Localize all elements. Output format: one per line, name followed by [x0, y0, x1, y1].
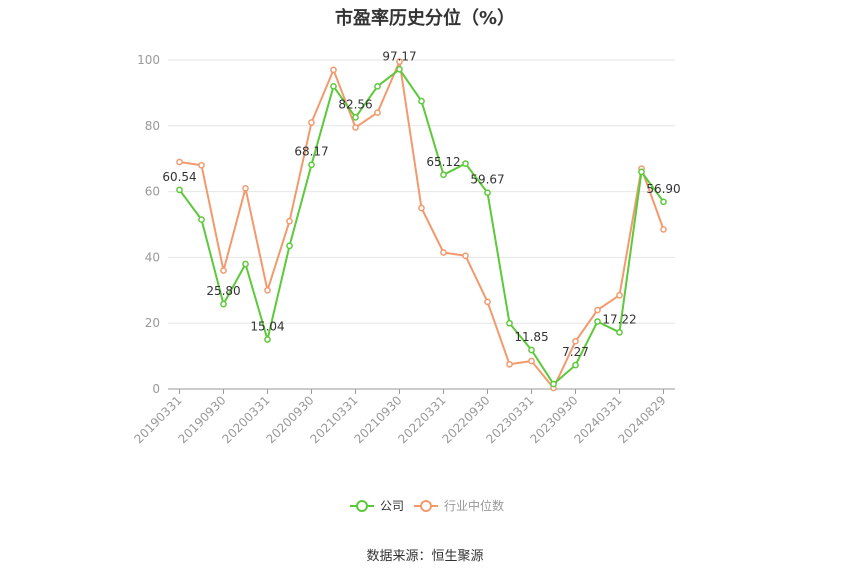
data-point	[660, 226, 667, 233]
data-label: 15.04	[250, 320, 284, 334]
data-point	[330, 66, 337, 74]
data-label: 60.54	[162, 170, 196, 184]
data-point	[572, 361, 579, 369]
data-point	[484, 189, 491, 197]
data-source: 数据来源：恒生聚源	[366, 549, 484, 564]
chart-title: 市盈率历史分位（%）	[334, 8, 516, 29]
data-point	[418, 204, 425, 212]
data-label: 25.80	[206, 284, 240, 298]
data-label: 65.12	[426, 155, 460, 169]
data-label: 56.90	[646, 182, 680, 196]
data-point	[264, 336, 271, 343]
data-point	[462, 160, 469, 167]
data-point	[352, 114, 359, 121]
y-tick-label: 100	[137, 53, 160, 67]
data-point	[638, 168, 645, 176]
data-label: 59.67	[470, 173, 504, 187]
data-point	[264, 286, 271, 294]
data-point	[550, 380, 557, 388]
data-point	[198, 216, 205, 223]
data-label: 68.17	[294, 145, 328, 159]
data-point	[220, 300, 227, 308]
x-tick-label: 20240829	[616, 393, 669, 446]
y-tick-label: 20	[145, 316, 160, 330]
y-tick-label: 60	[145, 185, 160, 199]
data-point	[176, 158, 183, 166]
data-point	[176, 186, 183, 194]
data-point	[572, 337, 579, 345]
data-point	[352, 124, 359, 131]
data-label: 11.85	[514, 330, 548, 344]
data-point	[308, 161, 315, 169]
data-point	[396, 65, 403, 73]
data-point	[594, 306, 601, 314]
data-point	[660, 198, 667, 206]
data-point	[440, 249, 447, 256]
data-point	[506, 360, 513, 368]
data-point	[374, 82, 381, 90]
data-point	[506, 319, 513, 327]
data-label: 82.56	[338, 97, 372, 111]
data-point	[242, 260, 249, 268]
data-label: 97.17	[382, 49, 416, 63]
data-point	[528, 346, 535, 354]
data-label: 17.22	[602, 312, 636, 326]
legend-marker-company	[356, 500, 368, 512]
data-point	[462, 252, 469, 260]
legend-label-company: 公司	[380, 499, 404, 513]
y-tick-label: 0	[152, 382, 160, 396]
data-point	[242, 184, 249, 192]
series-line-industry-median	[179, 60, 665, 389]
legend-label-industry-median: 行业中位数	[444, 498, 504, 513]
y-tick-label: 80	[145, 119, 160, 133]
series-line-company	[178, 68, 665, 386]
data-point	[286, 242, 293, 250]
y-tick-label: 40	[145, 250, 160, 264]
data-point	[616, 291, 623, 299]
data-point	[484, 298, 491, 306]
data-point	[418, 97, 425, 105]
data-point	[396, 58, 403, 65]
data-point	[374, 109, 381, 116]
data-label: 7.27	[562, 345, 589, 359]
legend-marker-industry-median	[420, 500, 432, 512]
data-point	[528, 357, 535, 365]
data-point	[594, 318, 601, 325]
data-point	[198, 161, 205, 169]
data-point	[286, 217, 293, 225]
data-point	[330, 82, 337, 90]
data-point	[440, 171, 447, 179]
data-point	[220, 267, 227, 274]
data-point	[308, 119, 315, 126]
data-point	[616, 328, 623, 336]
